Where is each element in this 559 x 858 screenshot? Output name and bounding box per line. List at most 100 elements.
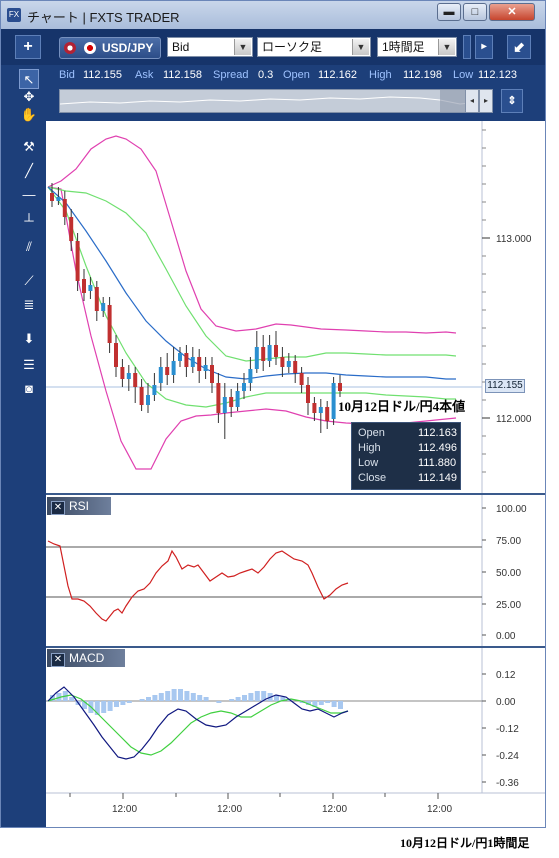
macd-tick-m036: -0.36 [496,778,519,789]
parallel-line-tool[interactable]: ⫽ [19,237,39,257]
chevron-down-icon: ▼ [234,39,251,55]
price-type-value: Bid [172,40,190,54]
toolbar-handle[interactable] [463,35,471,59]
navigator-right-button[interactable]: ▸ [479,89,493,113]
open-value: 112.162 [318,69,357,81]
close-icon[interactable]: ✕ [51,653,65,667]
scale-icon: ⇕ [507,95,517,107]
parallel-lines-icon: ⫽ [26,239,32,254]
chevron-down-icon: ▼ [352,39,369,55]
current-price-tag: 112.155 [485,379,525,393]
hand-icon: ✋ [20,107,38,122]
fan-icon: ⟋ [24,273,34,288]
ask-value: 112.158 [163,69,202,81]
ohlc-low-row: Low 111.880 [358,457,456,469]
us-flag-icon [64,42,76,54]
fibonacci-tool[interactable]: ≣ [19,295,39,315]
bollinger-upper-band [47,135,457,334]
minimize-icon: ▬ [443,6,455,18]
rsi-tick-0: 0.00 [496,631,516,642]
time-tick-2: 12:00 [217,804,242,815]
low-label: Low [453,69,474,81]
maximize-button[interactable]: □ [463,3,487,21]
quote-bar: Bid 112.155 Ask 112.158 Spread 0.3 Open … [45,65,545,85]
chart-area[interactable]: 113.000 112.000 100.00 75.00 50.00 [46,121,545,827]
chart-navigator[interactable] [59,89,491,113]
ohlc-open-value: 112.163 [418,427,457,439]
screenshot-tool[interactable]: ◙ [19,379,39,399]
list-icon: ☰ [23,357,35,372]
macd-label: MACD [69,651,105,665]
minimize-button[interactable]: ▬ [437,3,461,21]
macd-panel-tag[interactable]: ✕ MACD [47,649,125,667]
navigator-left-button[interactable]: ◂ [465,89,479,113]
bollinger-lower-inner [47,186,456,408]
rsi-axis: 100.00 75.00 50.00 25.00 0.00 [46,504,527,642]
fan-tool[interactable]: ⟋ [19,271,39,291]
chart-type-select[interactable]: ローソク足 ▼ [257,37,371,57]
ohlc-close-value: 112.149 [418,472,457,484]
horizontal-line-icon: — [22,187,36,202]
plus-icon: + [23,38,33,55]
undock-arrow-icon: ⬋ [513,39,525,55]
chart-type-value: ローソク足 [262,40,323,54]
vertical-line-tool[interactable]: ┴ [19,211,39,231]
navigator-sparkline [59,90,491,112]
fibonacci-icon: ≣ [23,297,35,312]
vertical-line-icon: ┴ [24,213,34,228]
rsi-panel-tag[interactable]: ✕ RSI [47,497,111,515]
undock-button[interactable]: ⬋ [507,35,531,59]
rsi-label: RSI [69,499,90,513]
menu-icon: ▸ [481,41,487,52]
timeframe-select[interactable]: 1時間足 ▼ [377,37,457,57]
close-icon[interactable]: ✕ [51,501,65,515]
hand-tool[interactable]: ✋ [19,105,39,125]
ask-label: Ask [135,69,154,81]
macd-tick-m024: -0.24 [496,751,519,762]
app-icon: FX [7,8,21,22]
trendline-tool[interactable]: ╱ [19,161,39,181]
low-value: 112.123 [478,69,517,81]
jp-flag-icon [84,42,96,54]
close-icon: ✕ [507,6,517,18]
rsi-tick-50: 50.00 [496,568,521,579]
horizontal-line-tool[interactable]: — [19,185,39,205]
scale-toggle-button[interactable]: ⇕ [501,89,523,113]
time-tick-1: 12:00 [112,804,137,815]
ohlc-high-label: High [358,442,381,454]
close-button[interactable]: ✕ [489,3,535,21]
ohlc-close-row: Close 112.149 [358,472,457,484]
macd-tick-000: 0.00 [496,697,516,708]
image-caption: 10月12日ドル/円1時間足 [400,836,530,850]
chart-svg: 113.000 112.000 100.00 75.00 50.00 [46,121,545,827]
new-chart-button[interactable]: + [15,35,41,59]
ohlc-tooltip: Open 112.163 High 112.496 Low 111.880 Close… [351,422,461,490]
crosshair-icon: ✥ [23,89,35,104]
cursor-tool[interactable]: ↖ [19,69,39,89]
ohlc-low-label: Low [358,457,379,469]
list-tool[interactable]: ☰ [19,355,39,375]
bid-label: Bid [59,69,75,81]
macd-signal-line [47,694,349,756]
high-label: High [369,69,392,81]
price-type-select[interactable]: Bid ▼ [167,37,253,57]
caret-left-icon: ◂ [469,96,474,105]
macd-line [47,686,349,760]
moving-average-line [47,186,456,380]
cursor-arrow-icon: ↖ [23,72,35,87]
ohlc-high-value: 112.496 [418,442,457,454]
ohlc-close-label: Close [358,472,387,484]
chart-window: FX チャート | FXTS TRADER ▬ □ ✕ + USD/JPY Bi… [0,0,546,828]
title-bar[interactable]: FX チャート | FXTS TRADER ▬ □ ✕ [1,1,545,29]
hammer-icon: ⚒ [23,139,35,154]
hammer-tool[interactable]: ⚒ [19,137,39,157]
chart-annotation: 10月12日ドル/円4本値 [338,399,466,414]
ohlc-high-row: High 112.496 [358,442,457,454]
high-value: 112.198 [403,69,442,81]
crosshair-tool[interactable]: ✥ [19,87,39,107]
order-arrow-tool[interactable]: ⬇ [19,329,39,349]
currency-pair-selector[interactable]: USD/JPY [59,37,161,59]
toolbar-menu-button[interactable]: ▸ [475,35,493,59]
price-axis: 113.000 112.000 [482,129,532,473]
spread-label: Spread [213,69,249,81]
